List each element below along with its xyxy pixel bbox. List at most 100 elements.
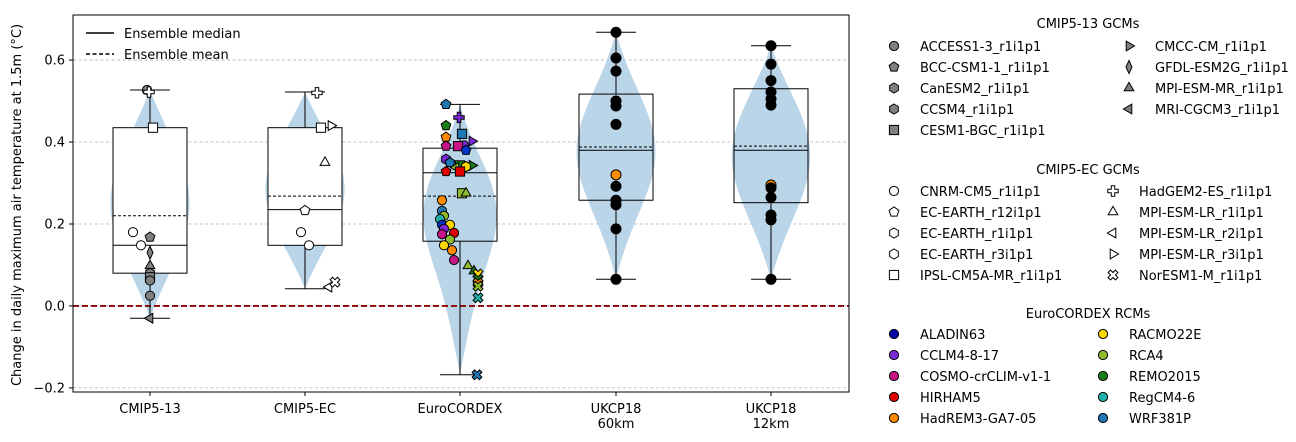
y-tick-label: −0.2 <box>33 381 65 396</box>
marker-pentagon <box>440 140 452 151</box>
marker-circle <box>765 191 777 203</box>
plot-area <box>73 26 849 389</box>
legend-item-label: GFDL-ESM2G_r1i1p1 <box>1155 61 1289 76</box>
model-legends: CMIP5-13 GCMs ACCESS1-3_r1i1p1 BCC-CSM1-1_… <box>888 17 1289 427</box>
marker-circle <box>888 370 900 382</box>
marker-triangle-up <box>462 259 474 270</box>
marker-circle <box>888 328 900 340</box>
marker-hexagon <box>889 248 899 260</box>
marker-triangle-up <box>1107 205 1119 216</box>
marker-hexagon <box>889 103 899 115</box>
x-tick-label: UKCP18 <box>746 402 797 417</box>
marker-circle <box>888 412 900 424</box>
legend-item: EC-EARTH_r1i1p1 <box>889 227 1033 242</box>
marker-pentagon <box>440 165 452 177</box>
marker-circle <box>610 118 622 130</box>
marker-circle <box>765 273 777 285</box>
marker-circle <box>888 349 900 361</box>
marker-circle <box>610 180 622 192</box>
points-4 <box>765 40 777 285</box>
legend-item-label: COSMO-crCLIM-v1-1 <box>920 370 1051 385</box>
legend-title: EuroCORDEX RCMs <box>1026 307 1151 322</box>
marker-circle <box>127 227 139 238</box>
legend-item-label: MRI-CGCM3_r1i1p1 <box>1155 103 1280 118</box>
marker-circle <box>888 40 900 52</box>
legend-item: CNRM-CM5_r1i1p1 <box>888 185 1041 200</box>
legend-title: CMIP5-EC GCMs <box>1036 163 1140 178</box>
marker-circle <box>888 185 900 197</box>
marker-circle <box>765 182 777 194</box>
marker-pentagon <box>440 98 452 109</box>
marker-circle <box>1097 349 1109 361</box>
marker-circle <box>765 58 777 70</box>
marker-plus <box>1107 185 1119 197</box>
legend-item-label: BCC-CSM1-1_r1i1p1 <box>920 61 1050 76</box>
box-iqr <box>267 127 343 246</box>
marker-cross-shape <box>472 292 484 304</box>
marker-plus <box>453 111 465 124</box>
marker-cross <box>472 280 484 292</box>
legend-item-label: CCSM4_r1i1p1 <box>920 103 1014 118</box>
marker-circle <box>144 290 156 301</box>
points-3 <box>610 26 622 285</box>
marker-square <box>147 122 159 133</box>
marker-circle <box>1097 328 1109 340</box>
legend-item: MRI-CGCM3_r1i1p1 <box>1122 103 1280 118</box>
legend-item-label: HIRHAM5 <box>920 391 981 406</box>
marker-pentagon <box>440 119 452 131</box>
legend-item: IPSL-CM5A-MR_r1i1p1 <box>888 269 1062 284</box>
legend-item: MPI-ESM-LR_r1i1p1 <box>1107 205 1264 221</box>
marker-triangle-left <box>1122 103 1133 115</box>
marker-cross-shape <box>471 369 483 381</box>
marker-triangle-right <box>327 119 338 132</box>
marker-circle <box>295 227 307 238</box>
legend-item: GFDL-ESM2G_r1i1p1 <box>1125 59 1289 76</box>
ensemble-legend: Ensemble median Ensemble mean <box>86 27 241 63</box>
legend-item-label: HadREM3-GA7-05 <box>920 412 1036 427</box>
marker-triangle-right <box>1109 248 1120 260</box>
x-tick-label: 12km <box>753 417 790 432</box>
marker-cross-shape <box>472 280 484 292</box>
legend-item: RegCM4-6 <box>1097 391 1195 406</box>
marker-circle <box>144 275 156 286</box>
marker-square <box>456 128 468 139</box>
marker-hexagon <box>889 227 899 239</box>
marker-circle <box>610 273 622 285</box>
marker-circle <box>610 65 622 77</box>
legend-item: CCLM4-8-17 <box>888 349 999 364</box>
legend-item-label: MPI-ESM-LR_r2i1p1 <box>1139 227 1264 242</box>
marker-triangle-left <box>143 312 154 324</box>
legend-item: CESM1-BGC_r1i1p1 <box>888 124 1046 139</box>
legend-item-label: REMO2015 <box>1129 370 1201 385</box>
legend-item: MPI-ESM-LR_r3i1p1 <box>1109 248 1264 263</box>
marker-square <box>454 166 466 177</box>
x-tick-label: 60km <box>598 417 635 432</box>
legend-item-label: RCA4 <box>1129 349 1164 364</box>
marker-circle <box>135 240 147 251</box>
marker-triangle-up <box>1123 81 1135 92</box>
marker-circle <box>438 240 450 251</box>
marker-circle <box>765 214 777 226</box>
legend-item-label: WRF381P <box>1129 412 1191 427</box>
x-tick-label: CMIP5-13 <box>119 402 180 417</box>
marker-circle <box>610 199 622 211</box>
marker-pentagon <box>144 231 156 242</box>
marker-circle <box>446 245 458 256</box>
marker-cross <box>472 292 484 304</box>
legend-item-label: MPI-ESM-LR_r1i1p1 <box>1139 206 1264 221</box>
legend-item-label: NorESM1-M_r1i1p1 <box>1139 269 1262 284</box>
marker-circle <box>765 99 777 111</box>
marker-triangle-up <box>319 155 331 166</box>
y-tick-label: 0.2 <box>44 217 65 232</box>
legend-item: EC-EARTH_r12i1p1 <box>888 206 1042 221</box>
legend-2: EuroCORDEX RCMs ALADIN63 CCLM4-8-17 COSMO-c… <box>888 307 1201 427</box>
marker-circle <box>1097 412 1109 424</box>
legend-item-label: RACMO22E <box>1129 328 1201 343</box>
legend-item-label: CESM1-BGC_r1i1p1 <box>920 124 1046 139</box>
marker-pentagon <box>888 61 900 72</box>
marker-square <box>888 124 900 136</box>
legend-item-label: CNRM-CM5_r1i1p1 <box>920 185 1041 200</box>
marker-circle <box>436 229 448 240</box>
legend-item: CCSM4_r1i1p1 <box>889 103 1014 118</box>
